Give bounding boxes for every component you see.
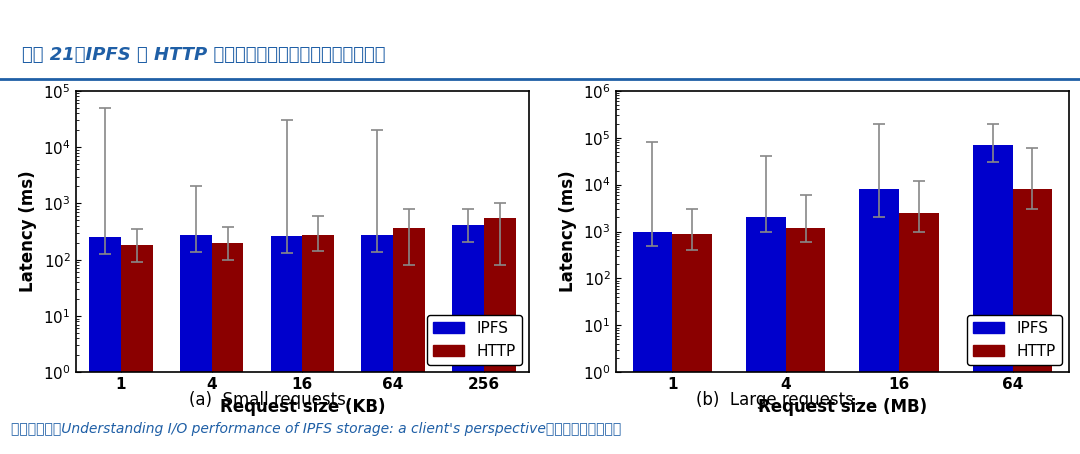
Bar [271, 237, 302, 454]
Bar [121, 245, 152, 454]
Text: (a)  Small requests.: (a) Small requests. [189, 390, 351, 409]
Bar [302, 235, 334, 454]
Bar [484, 218, 515, 454]
Text: 图表 21：IPFS 与 HTTP 性能对比：远程读取操作的延迟范围: 图表 21：IPFS 与 HTTP 性能对比：远程读取操作的延迟范围 [22, 46, 386, 64]
X-axis label: Request size (KB): Request size (KB) [219, 398, 386, 416]
Bar [180, 236, 212, 454]
Bar [362, 236, 393, 454]
Bar [633, 232, 672, 454]
Bar [746, 217, 785, 454]
Bar [860, 189, 899, 454]
Bar [672, 234, 712, 454]
Bar [453, 225, 484, 454]
Y-axis label: Latency (ms): Latency (ms) [19, 171, 38, 292]
Legend: IPFS, HTTP: IPFS, HTTP [428, 315, 522, 365]
Bar [90, 237, 121, 454]
Bar [393, 228, 424, 454]
X-axis label: Request size (MB): Request size (MB) [758, 398, 927, 416]
Legend: IPFS, HTTP: IPFS, HTTP [968, 315, 1062, 365]
Bar [212, 243, 243, 454]
Bar [973, 145, 1013, 454]
Text: (b)  Large requests.: (b) Large requests. [696, 390, 860, 409]
Bar [1013, 189, 1052, 454]
Bar [899, 213, 939, 454]
Bar [786, 228, 825, 454]
Text: 资料来源：《Understanding I/O performance of IPFS storage: a client's perspective》、国盛证: 资料来源：《Understanding I/O performance of I… [11, 422, 621, 436]
Y-axis label: Latency (ms): Latency (ms) [559, 171, 578, 292]
